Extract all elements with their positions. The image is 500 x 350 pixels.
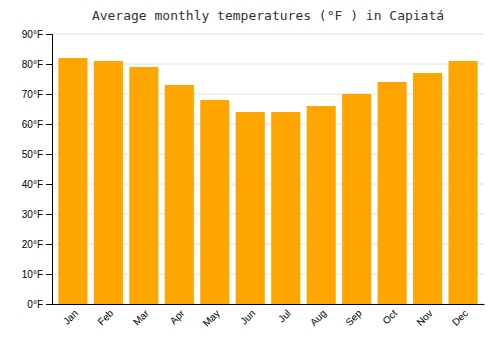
- bar: [165, 85, 194, 304]
- y-tick: 70°F: [22, 89, 52, 100]
- y-tick-mark: [46, 34, 52, 35]
- bar: [342, 94, 371, 304]
- bar: [271, 112, 300, 304]
- y-tick-mark: [46, 214, 52, 215]
- y-tick-mark: [46, 184, 52, 185]
- x-tick: Mar: [131, 307, 151, 327]
- y-tick-label: 10°F: [22, 269, 43, 280]
- x-tick-label: Nov: [414, 308, 434, 328]
- x-axis-line: [53, 304, 485, 305]
- bar: [449, 61, 478, 304]
- x-tick: Dec: [450, 308, 470, 328]
- x-tick: Sep: [343, 307, 364, 328]
- y-tick-label: 0°F: [27, 299, 43, 310]
- x-tick: Aug: [308, 308, 328, 328]
- x-tick-label: May: [201, 308, 222, 329]
- bar: [413, 73, 442, 304]
- x-tick-label: Dec: [450, 308, 470, 328]
- y-tick-mark: [46, 64, 52, 65]
- plot: 0°F 10°F 20°F 30°F 40°F 50°F 60°F 70°F 80°F 90°F J…: [22, 29, 485, 329]
- y-tick-label: 30°F: [22, 209, 43, 220]
- grid: [52, 34, 484, 304]
- bar: [94, 61, 123, 304]
- bar: [129, 67, 158, 304]
- x-tick-label: Sep: [343, 307, 364, 328]
- bar: [378, 82, 407, 304]
- x-tick: May: [201, 308, 222, 329]
- x-tick: Jan: [61, 308, 80, 327]
- y-axis: 0°F 10°F 20°F 30°F 40°F 50°F 60°F 70°F 80°F 90°F: [22, 29, 53, 310]
- y-tick-label: 90°F: [22, 29, 43, 40]
- y-tick-label: 40°F: [22, 179, 43, 190]
- x-tick: Feb: [96, 307, 116, 327]
- y-tick-mark: [46, 124, 52, 125]
- title: Average monthly temperatures (°F ) in Ca…: [92, 8, 444, 23]
- y-tick: 40°F: [22, 179, 52, 190]
- x-tick-label: Jul: [276, 308, 293, 325]
- y-tick-label: 20°F: [22, 239, 43, 250]
- x-tick-label: Oct: [380, 307, 399, 326]
- grid-line: [52, 34, 484, 35]
- y-tick-label: 70°F: [22, 89, 43, 100]
- y-tick-mark: [46, 274, 52, 275]
- bar: [307, 106, 336, 304]
- bar: [200, 100, 229, 304]
- y-tick: 90°F: [22, 29, 52, 40]
- y-tick-label: 60°F: [22, 119, 43, 130]
- y-tick: 80°F: [22, 59, 52, 70]
- chart-svg: 0°F 10°F 20°F 30°F 40°F 50°F 60°F 70°F 80°F 90°F J…: [0, 0, 500, 350]
- y-tick-mark: [46, 244, 52, 245]
- y-tick: 0°F: [27, 299, 52, 310]
- x-tick-label: Apr: [168, 307, 187, 326]
- y-tick-mark: [46, 154, 52, 155]
- bars: [58, 58, 477, 304]
- x-tick: Jun: [238, 308, 257, 327]
- x-tick: Apr: [168, 307, 187, 326]
- chart-container: 0°F 10°F 20°F 30°F 40°F 50°F 60°F 70°F 80°F 90°F J…: [0, 0, 500, 350]
- y-tick: 20°F: [22, 239, 52, 250]
- x-tick: Jul: [276, 308, 293, 325]
- x-tick: Nov: [414, 308, 434, 328]
- y-tick-label: 80°F: [22, 59, 43, 70]
- x-tick-label: Aug: [308, 308, 328, 328]
- x-tick-label: Jan: [61, 308, 80, 327]
- y-tick: 30°F: [22, 209, 52, 220]
- bar: [58, 58, 87, 304]
- y-axis-line: [46, 35, 53, 305]
- y-tick-mark: [46, 304, 52, 305]
- y-tick-label: 50°F: [22, 149, 43, 160]
- bar: [236, 112, 265, 304]
- y-tick: 50°F: [22, 149, 52, 160]
- y-tick: 60°F: [22, 119, 52, 130]
- x-tick-label: Feb: [96, 307, 116, 327]
- y-tick-mark: [46, 94, 52, 95]
- x-tick-label: Jun: [238, 308, 257, 327]
- x-axis: Jan Feb Mar Apr May Jun Jul Aug Sep Oct Nov Dec: [53, 305, 485, 329]
- x-tick-label: Mar: [131, 307, 151, 327]
- y-tick: 10°F: [22, 269, 52, 280]
- x-tick: Oct: [380, 307, 399, 326]
